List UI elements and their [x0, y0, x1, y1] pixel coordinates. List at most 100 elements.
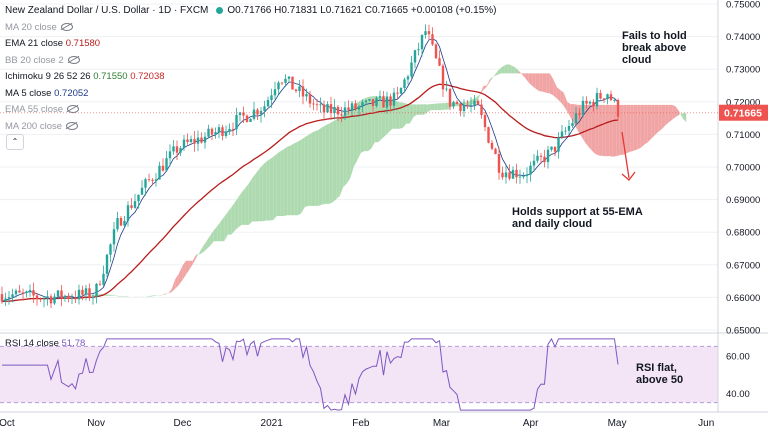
candle — [578, 108, 581, 120]
cloud-segment — [311, 131, 316, 206]
candle — [480, 99, 483, 119]
cloud-segment — [308, 132, 312, 206]
candle — [574, 106, 578, 126]
candle — [32, 282, 35, 303]
cloud-segment — [665, 104, 669, 126]
candle — [354, 100, 357, 111]
candle-body — [42, 298, 46, 300]
cloud-segment — [416, 104, 421, 115]
annotation-fails-break: Fails to hold break above cloud — [622, 30, 687, 66]
candle-body — [438, 58, 441, 66]
candle — [256, 107, 259, 121]
cloud-segment — [322, 125, 326, 205]
price-tick-label: 0.66000 — [726, 293, 760, 304]
price-tick-label: 0.75000 — [726, 0, 760, 11]
cloud-segment — [231, 202, 235, 235]
candle — [231, 122, 235, 136]
cloud-segment — [651, 104, 655, 139]
ichimoku-cloud — [70, 64, 687, 302]
candle-body — [336, 106, 340, 115]
candle — [119, 215, 123, 227]
candle — [469, 97, 473, 113]
legend-ichimoku[interactable]: Ichimoku 9 26 52 26 0.71550 0.72038 — [5, 71, 165, 82]
candle — [88, 283, 91, 301]
candle — [616, 98, 620, 121]
candle-body — [25, 291, 28, 294]
candle-body — [35, 295, 39, 299]
legend-ema21[interactable]: EMA 21 close 0.71580 — [5, 38, 101, 49]
legend-ema55[interactable]: EMA 55 close — [5, 102, 497, 119]
candle — [567, 119, 571, 135]
candle-body — [574, 113, 578, 124]
candle — [21, 288, 25, 301]
hidden-eye-icon[interactable] — [67, 105, 80, 114]
legend-ma200[interactable]: MA 200 close — [5, 119, 497, 136]
candle — [413, 49, 417, 69]
cloud-segment — [252, 173, 256, 222]
candle-body — [130, 205, 133, 208]
cloud-segment — [262, 161, 267, 222]
current-price-label: 0.71665 — [724, 108, 762, 120]
candle-body — [581, 100, 585, 115]
candle-body — [445, 88, 448, 90]
cloud-segment — [406, 103, 410, 124]
candle-body — [214, 132, 217, 135]
candle-body — [536, 155, 539, 161]
price-tick-label: 0.74000 — [726, 32, 760, 43]
price-tick-label: 0.67000 — [726, 260, 760, 271]
cloud-segment — [147, 295, 151, 297]
candle-body — [588, 101, 592, 104]
cloud-segment — [616, 104, 620, 157]
candle — [130, 198, 133, 210]
cloud-segment — [266, 159, 270, 221]
cloud-segment — [353, 102, 358, 167]
legend-ma20[interactable]: MA 20 close — [5, 20, 497, 37]
collapse-legend-button[interactable]: ⌃ — [6, 134, 24, 150]
candle-body — [39, 298, 42, 300]
candle-body — [154, 179, 158, 181]
candle — [140, 180, 144, 195]
candle — [84, 285, 88, 301]
candle — [340, 106, 343, 123]
candle-body — [182, 139, 186, 149]
candle-body — [60, 290, 63, 299]
candle-body — [319, 104, 322, 106]
candle — [273, 81, 277, 100]
candle — [277, 80, 280, 95]
candle-body — [466, 105, 469, 107]
rsi-band — [0, 346, 718, 403]
cloud-segment — [367, 96, 372, 152]
candle — [375, 96, 378, 108]
hidden-eye-icon[interactable] — [66, 121, 79, 130]
candle — [613, 97, 616, 103]
candle — [151, 178, 154, 186]
cloud-segment — [444, 102, 449, 110]
cloud-segment — [413, 104, 417, 118]
hidden-eye-icon[interactable] — [67, 55, 80, 64]
legend-bb20[interactable]: BB 20 close 2 — [5, 53, 497, 70]
cloud-segment — [259, 165, 263, 222]
candle-body — [375, 97, 378, 106]
cloud-segment — [297, 139, 302, 216]
symbol-title: New Zealand Dollar / U.S. Dollar · 1D · … — [5, 5, 209, 16]
candle — [144, 177, 147, 196]
candle — [606, 93, 609, 105]
candle — [182, 134, 186, 151]
cloud-segment — [192, 254, 197, 265]
candle — [266, 96, 270, 107]
candle — [455, 100, 459, 105]
time-tick-label: Apr — [523, 418, 539, 429]
candle-body — [231, 128, 235, 130]
cloud-segment — [658, 104, 662, 132]
cloud-segment — [434, 103, 438, 111]
time-tick-label: Mar — [433, 418, 451, 429]
candle — [210, 127, 214, 141]
legend-ma5[interactable]: MA 5 close 0.72052 — [5, 87, 89, 99]
hidden-eye-icon[interactable] — [60, 22, 73, 31]
cloud-segment — [346, 108, 351, 184]
candle-body — [595, 92, 599, 107]
cloud-segment — [528, 73, 533, 86]
candle — [466, 99, 469, 110]
candle — [476, 99, 480, 106]
